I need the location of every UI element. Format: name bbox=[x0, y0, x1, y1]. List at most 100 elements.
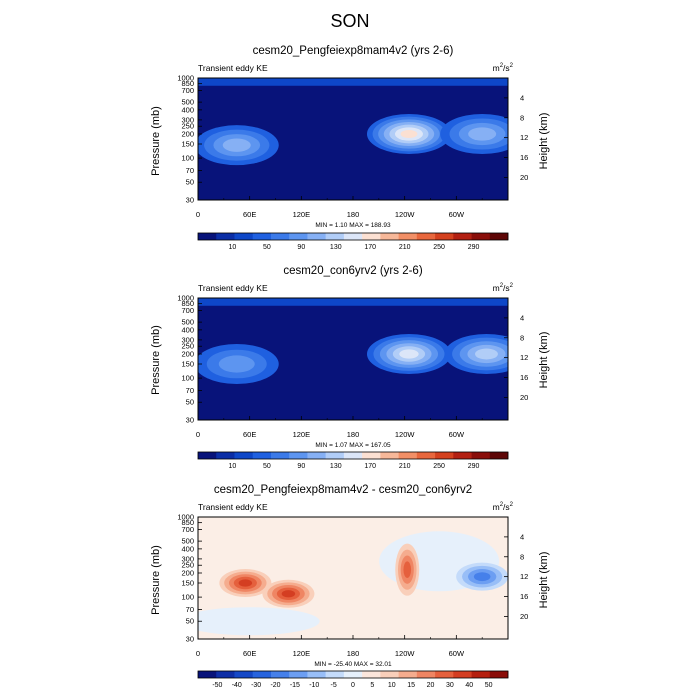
colorbar-tick-label: 90 bbox=[297, 244, 305, 251]
colorbar-box bbox=[362, 452, 381, 459]
colorbar-frame bbox=[197, 670, 509, 679]
y-tick-label: 300 bbox=[181, 554, 194, 563]
colorbar-tick-label: 90 bbox=[297, 463, 305, 470]
colorbar-tick-label: -5 bbox=[331, 682, 337, 689]
y-tick-label: 400 bbox=[181, 105, 194, 114]
colorbar-tick-label: 250 bbox=[433, 463, 445, 470]
panel-1-units-mid: /s bbox=[503, 63, 510, 73]
feature-1-level-3 bbox=[218, 355, 255, 373]
panel-2-title: cesm20_con6yrv2 (yrs 2-6) bbox=[283, 265, 422, 277]
colorbar-box bbox=[198, 233, 217, 240]
panel-3-title: cesm20_Pengfeiexp8mam4v2 - cesm20_con6yr… bbox=[214, 484, 472, 496]
colorbar-box bbox=[234, 671, 254, 678]
y-tick-label: 500 bbox=[181, 537, 194, 546]
panel-3-colorbar: -50 -40 -30 -20 -15 -10 -5 0 5 10 15 20 30 40 50 bbox=[197, 670, 509, 689]
colorbar-box bbox=[307, 233, 326, 240]
colorbar-box bbox=[234, 452, 254, 459]
feature-1-level-4 bbox=[222, 138, 251, 152]
right-tick-label: 4 bbox=[520, 313, 524, 322]
panel-2-subtitle-left: Transient eddy KE bbox=[198, 283, 268, 293]
x-tick-label: 180 bbox=[347, 430, 360, 439]
x-tick-label: 60E bbox=[243, 649, 256, 658]
colorbar-tick-label: 170 bbox=[364, 463, 376, 470]
panel-2-units: m2/s2 bbox=[493, 283, 514, 293]
colorbar-box bbox=[416, 233, 436, 240]
colorbar-tick-label: 10 bbox=[229, 244, 237, 251]
panel-1-units-sup1: 2 bbox=[500, 63, 504, 69]
colorbar-frame bbox=[197, 451, 509, 460]
x-tick-label: 60W bbox=[449, 210, 465, 219]
x-tick-label: 180 bbox=[347, 649, 360, 658]
colorbar-box bbox=[435, 452, 454, 459]
colorbar-box bbox=[325, 671, 345, 678]
y-tick-label: 150 bbox=[181, 360, 194, 369]
colorbar-box bbox=[270, 452, 290, 459]
colorbar-box bbox=[198, 671, 217, 678]
panel-1-units-sup2: 2 bbox=[510, 63, 514, 69]
colorbar-box bbox=[398, 452, 418, 459]
right-tick-label: 8 bbox=[520, 113, 524, 122]
y-tick-label: 1000 bbox=[177, 513, 194, 522]
colorbar-box bbox=[289, 233, 308, 240]
colorbar-tick-label: 20 bbox=[427, 682, 435, 689]
colorbar-box bbox=[435, 671, 454, 678]
colorbar-box bbox=[307, 671, 326, 678]
colorbar-tick-label: 170 bbox=[364, 244, 376, 251]
feature-2-level-6 bbox=[399, 349, 419, 359]
panel-1: cesm20_Pengfeiexp8mam4v2 (yrs 2-6) Trans… bbox=[150, 45, 550, 251]
colorbar-tick-label: -15 bbox=[290, 682, 300, 689]
feature-3-level-4 bbox=[403, 561, 412, 578]
colorbar-tick-label: 290 bbox=[468, 463, 480, 470]
colorbar-box bbox=[216, 452, 235, 459]
colorbar-box bbox=[270, 233, 290, 240]
y-tick-label: 500 bbox=[181, 318, 194, 327]
y-tick-label: 50 bbox=[186, 617, 194, 626]
colorbar-tick-label: 0 bbox=[351, 682, 355, 689]
y-tick-label: 200 bbox=[181, 129, 194, 138]
colorbar-box bbox=[435, 233, 454, 240]
colorbar-box bbox=[343, 233, 363, 240]
panel-3-stats: MIN = -25.40 MAX = 32.01 bbox=[314, 661, 392, 668]
colorbar-tick-label: 210 bbox=[399, 463, 411, 470]
feature-4-level-4 bbox=[473, 572, 491, 582]
y-tick-label: 700 bbox=[181, 525, 194, 534]
panel-1-field bbox=[198, 78, 508, 200]
colorbar-box bbox=[343, 671, 363, 678]
y-tick-label: 850 bbox=[181, 518, 194, 527]
colorbar-box bbox=[325, 452, 345, 459]
x-tick-label: 180 bbox=[347, 210, 360, 219]
panel-2: cesm20_con6yrv2 (yrs 2-6) Transient eddy… bbox=[150, 265, 550, 470]
panel-2-units-base: m bbox=[493, 283, 500, 293]
colorbar-tick-label: -20 bbox=[270, 682, 280, 689]
right-tick-label: 20 bbox=[520, 393, 528, 402]
colorbar-box bbox=[380, 233, 399, 240]
panel-3-ylabel-right: Height (km) bbox=[538, 552, 550, 609]
colorbar-box bbox=[216, 233, 235, 240]
right-tick-label: 8 bbox=[520, 333, 524, 342]
colorbar-box bbox=[453, 671, 472, 678]
panel-2-units-sup1: 2 bbox=[500, 283, 504, 289]
feature-3-level-5 bbox=[475, 348, 498, 360]
panel-2-field bbox=[198, 298, 508, 420]
right-tick-label: 4 bbox=[520, 93, 524, 102]
x-tick-label: 0 bbox=[196, 430, 200, 439]
panel-3-ylabel: Pressure (mb) bbox=[150, 545, 162, 615]
feature-2-level-5 bbox=[281, 590, 296, 598]
colorbar-box bbox=[398, 671, 418, 678]
colorbar-tick-label: 40 bbox=[465, 682, 473, 689]
y-tick-label: 30 bbox=[186, 416, 194, 425]
colorbar-box bbox=[234, 233, 254, 240]
y-tick-label: 250 bbox=[181, 561, 194, 570]
y-tick-label: 100 bbox=[181, 154, 194, 163]
y-tick-label: 200 bbox=[181, 568, 194, 577]
colorbar-box bbox=[289, 671, 308, 678]
right-tick-label: 12 bbox=[520, 353, 528, 362]
colorbar-box bbox=[252, 452, 272, 459]
y-tick-label: 400 bbox=[181, 325, 194, 334]
y-tick-label: 700 bbox=[181, 306, 194, 315]
colorbar-tick-label: 50 bbox=[485, 682, 493, 689]
colorbar-frame bbox=[197, 232, 509, 241]
y-tick-label: 850 bbox=[181, 299, 194, 308]
colorbar-box bbox=[398, 233, 418, 240]
panel-2-ylabel: Pressure (mb) bbox=[150, 325, 162, 395]
